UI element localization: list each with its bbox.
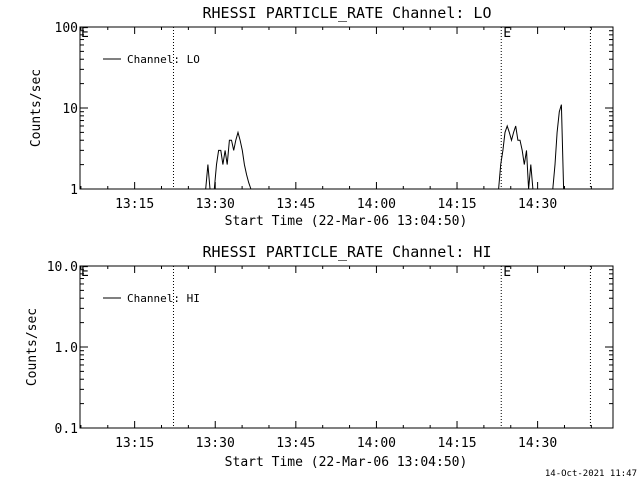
- y-axis-label: Counts/sec: [29, 69, 44, 147]
- x-tick-label: 14:15: [437, 197, 476, 212]
- y-tick-label: 10.0: [47, 260, 78, 275]
- x-tick-label: 13:15: [115, 197, 154, 212]
- x-tick-label: 13:15: [115, 436, 154, 451]
- x-tick-label: 13:45: [276, 197, 315, 212]
- y-tick-label: 0.1: [55, 422, 78, 437]
- x-axis-label: Start Time (22-Mar-06 13:04:50): [225, 455, 468, 470]
- x-tick-label: 14:30: [518, 197, 557, 212]
- chart-title: RHESSI PARTICLE_RATE Channel: HI: [203, 243, 492, 261]
- plot-frame: [79, 265, 614, 429]
- series-line: [205, 104, 565, 190]
- legend-entry: Channel: LO: [127, 53, 200, 66]
- legend: Channel: HI: [103, 292, 200, 305]
- legend-entry: Channel: HI: [127, 292, 200, 305]
- legend: Channel: LO: [103, 53, 200, 66]
- x-tick-label: 13:45: [276, 436, 315, 451]
- chart-panel-hi: RHESSI PARTICLE_RATE Channel: HI Counts/…: [25, 243, 614, 470]
- footer-timestamp: 14-Oct-2021 11:47: [545, 469, 637, 479]
- plot-frame: [79, 26, 614, 190]
- x-tick-label: 14:30: [518, 436, 557, 451]
- chart-panel-lo: RHESSI PARTICLE_RATE Channel: LO Counts/…: [29, 4, 614, 229]
- chart-title: RHESSI PARTICLE_RATE Channel: LO: [203, 4, 492, 22]
- y-tick-label: 100: [55, 21, 78, 36]
- edge-label: E: [81, 265, 89, 280]
- edge-label: E: [81, 26, 89, 41]
- y-tick-label: 1.0: [55, 341, 78, 356]
- x-tick-label: 13:30: [196, 197, 235, 212]
- event-marker-label: E: [503, 265, 511, 280]
- y-tick-label: 10: [62, 102, 78, 117]
- y-tick-label: 1: [70, 183, 78, 198]
- x-tick-label: 14:00: [357, 436, 396, 451]
- event-marker-label: E: [503, 26, 511, 41]
- y-axis-label: Counts/sec: [25, 308, 40, 386]
- x-tick-label: 14:00: [357, 197, 396, 212]
- x-tick-label: 14:15: [437, 436, 476, 451]
- x-axis-label: Start Time (22-Mar-06 13:04:50): [225, 214, 468, 229]
- x-tick-label: 13:30: [196, 436, 235, 451]
